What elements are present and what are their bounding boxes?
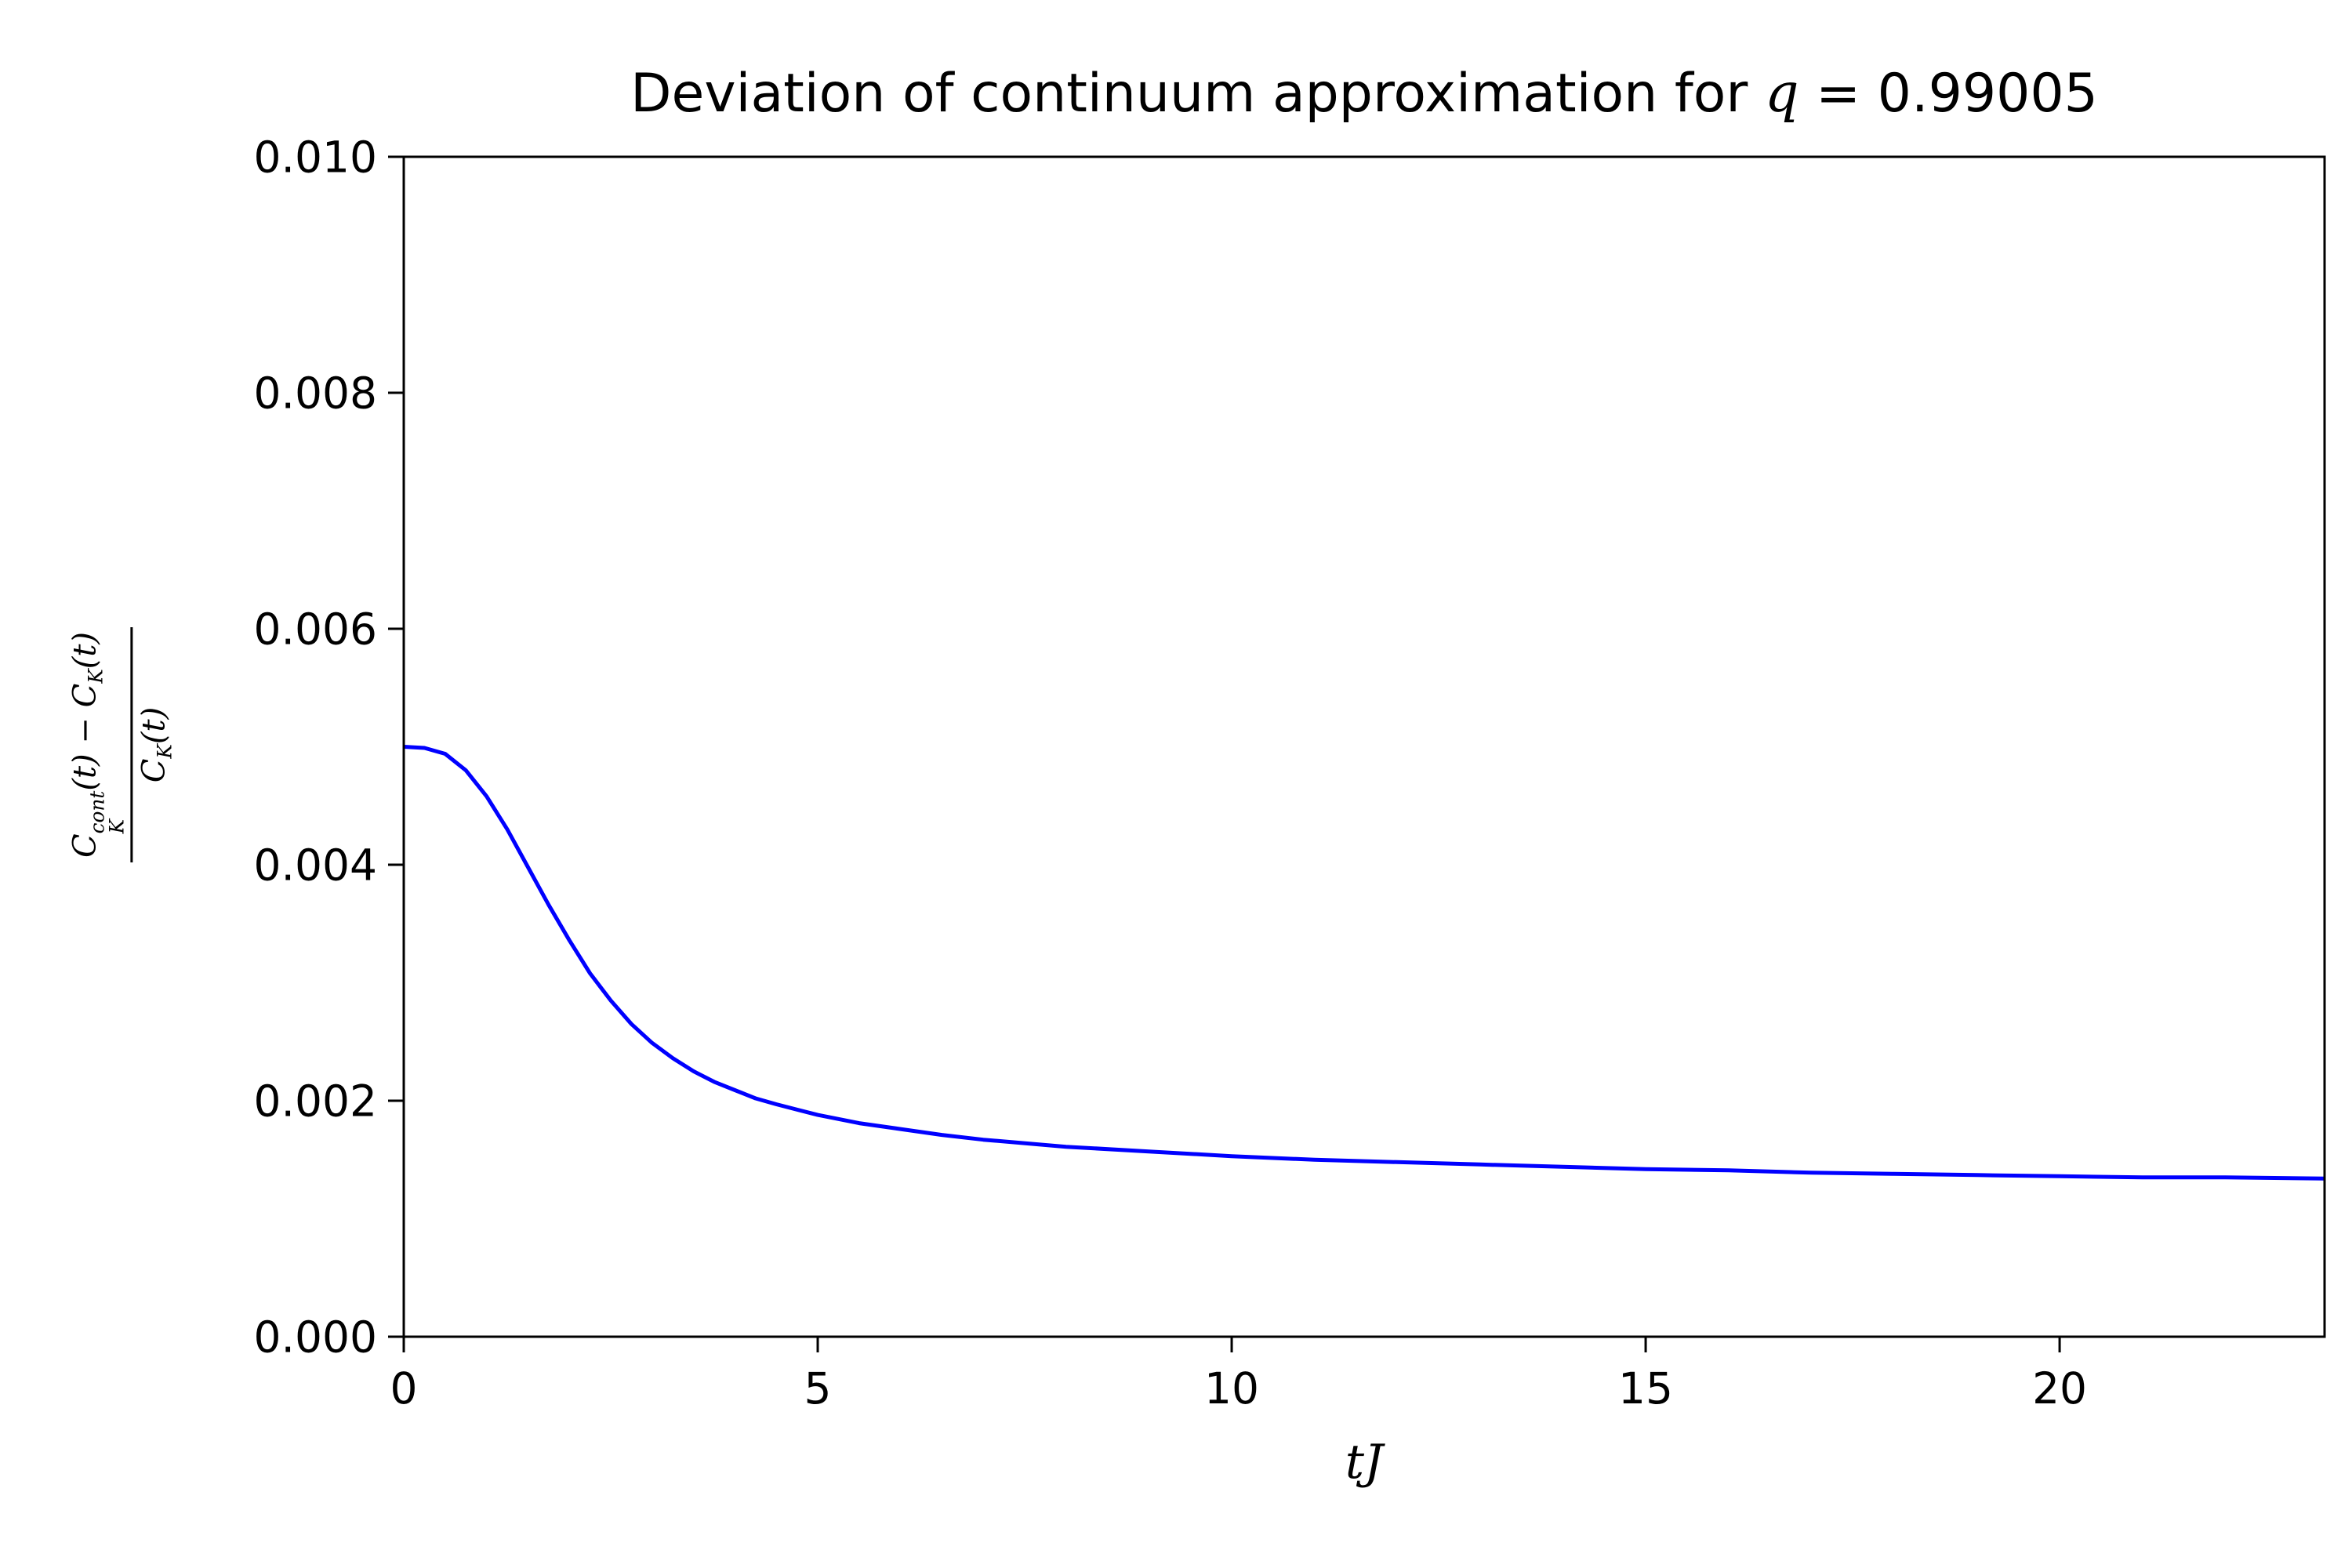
y-tick-label: 0.010 [254, 132, 377, 182]
x-tick-label: 10 [1204, 1363, 1259, 1414]
chart-title-value: = 0.99005 [1798, 63, 2098, 125]
x-axis-label: tJ [1345, 1435, 1384, 1490]
fraction-bar [130, 626, 133, 863]
deviation-curve [403, 745, 2325, 1181]
y-tick-label: 0.002 [254, 1076, 377, 1126]
y-tick-label: 0.000 [254, 1312, 377, 1362]
y-tick-label: 0.006 [254, 604, 377, 654]
y-tick-label: 0.008 [254, 368, 377, 418]
x-tick-label: 15 [1618, 1363, 1673, 1414]
x-tick-label: 20 [2032, 1363, 2087, 1414]
chart-title-variable: q [1764, 63, 1799, 125]
axes-frame [402, 155, 2326, 1338]
axis-tick-labels: 0 5 10 15 20 0.000 0.002 0.004 0.006 0.008 0.010 [254, 132, 2088, 1414]
y-axis-fraction-denominator: CK(t) [136, 706, 176, 783]
chart-title-text: Deviation of continuum approximation for [630, 63, 1765, 125]
axis-ticks [388, 155, 2061, 1352]
chart-title: Deviation of continuum approximation for… [630, 63, 2098, 125]
x-tick-label: 5 [804, 1363, 832, 1414]
x-tick-label: 0 [390, 1363, 418, 1414]
y-tick-label: 0.004 [254, 840, 377, 890]
